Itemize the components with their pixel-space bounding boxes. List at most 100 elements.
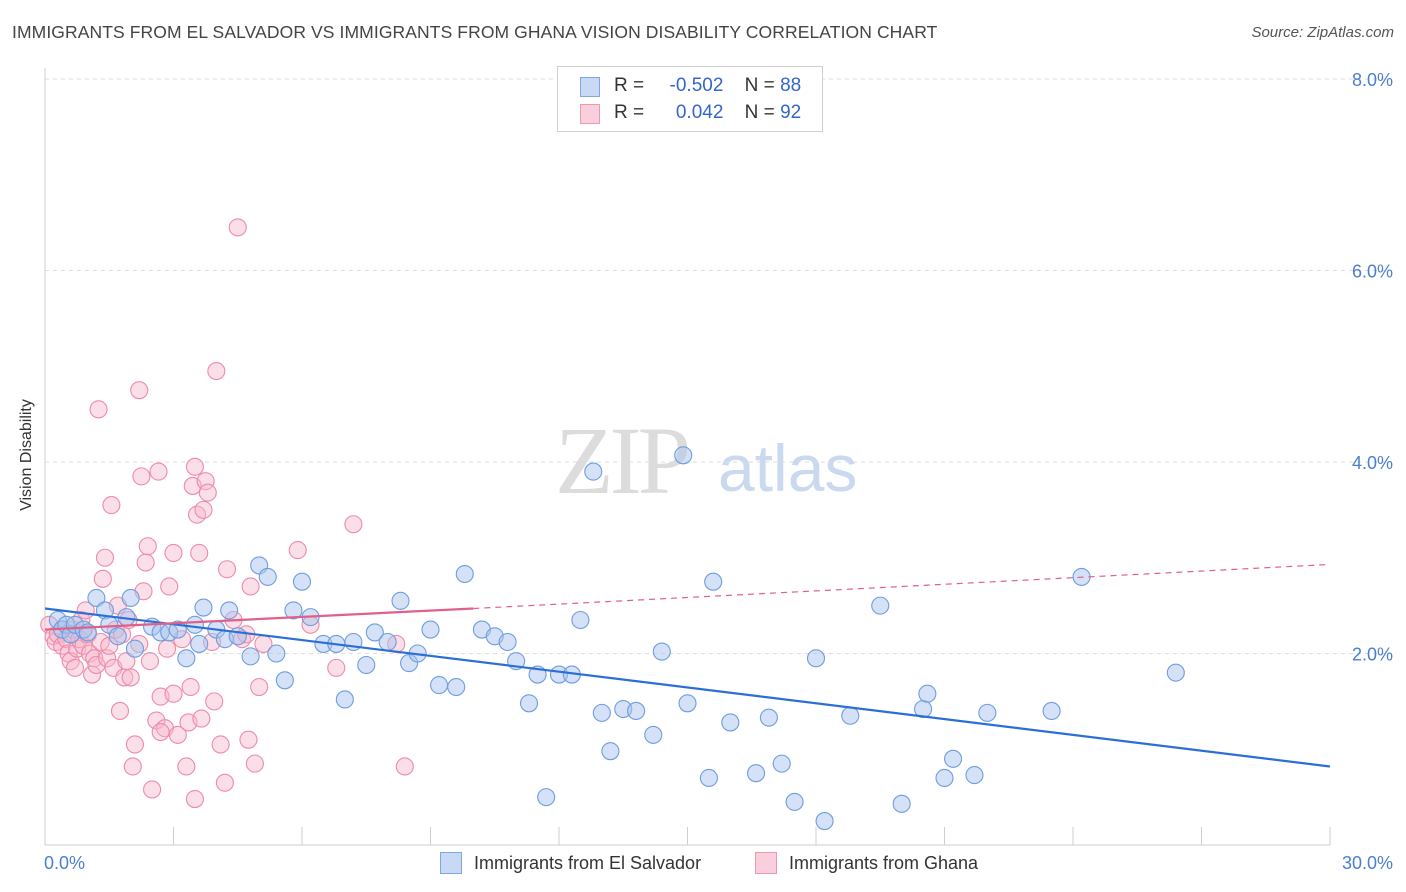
watermark-zip: ZIP [555, 407, 691, 514]
data-point-ghana [185, 457, 204, 476]
data-point-el-salvador [365, 623, 384, 642]
data-point-ghana [143, 780, 162, 799]
data-point-ghana [168, 725, 187, 744]
data-point-el-salvador [978, 703, 997, 722]
data-point-el-salvador [391, 591, 410, 610]
legend-n-label: N = [744, 75, 775, 96]
data-point-ghana [196, 472, 215, 491]
data-point-el-salvador [177, 649, 196, 668]
data-point-ghana [132, 467, 151, 486]
data-point-ghana [327, 658, 346, 677]
data-point-el-salvador [892, 794, 911, 813]
axes [44, 68, 1331, 846]
data-point-ghana [211, 735, 230, 754]
data-point-ghana [93, 569, 112, 588]
watermark-atlas: atlas [718, 431, 858, 505]
y-tick-label: 2.0% [1352, 645, 1393, 665]
data-point-el-salvador [108, 627, 127, 646]
trend-line-ghana [44, 607, 474, 631]
bottom-legend-label: Immigrants from Ghana [789, 853, 979, 873]
chart-title: IMMIGRANTS FROM EL SALVADOR VS IMMIGRANT… [12, 22, 938, 42]
data-point-ghana [205, 692, 224, 711]
trend-line-el-salvador [44, 607, 1331, 768]
series-el-salvador-points [48, 446, 1185, 831]
legend-r-value: -0.502 [669, 75, 724, 96]
data-point-el-salvador [537, 788, 556, 807]
data-point-el-salvador [652, 642, 671, 661]
data-point-el-salvador [935, 768, 954, 788]
data-point-el-salvador [759, 708, 778, 727]
data-point-ghana [123, 757, 142, 776]
data-point-ghana [65, 658, 85, 677]
data-point-el-salvador [644, 725, 663, 744]
bottom-legend-label: Immigrants from El Salvador [474, 853, 702, 873]
data-point-el-salvador [772, 754, 791, 773]
data-point-ghana [181, 677, 200, 697]
data-point-ghana [177, 757, 196, 776]
data-point-el-salvador [806, 649, 826, 668]
data-point-el-salvador [601, 742, 620, 761]
data-point-ghana [194, 500, 213, 519]
series-ghana-points [40, 218, 414, 809]
y-tick-label: 6.0% [1352, 262, 1393, 282]
data-point-el-salvador [378, 632, 397, 652]
data-point-el-salvador [592, 703, 611, 722]
data-point-ghana [215, 773, 234, 792]
bottom-legend-swatch-pink [755, 852, 777, 874]
data-point-el-salvador [421, 620, 440, 639]
data-point-el-salvador [190, 634, 209, 653]
legend-r-value: 0.042 [675, 102, 724, 123]
data-point-ghana [130, 381, 149, 400]
data-point-el-salvador [241, 647, 260, 666]
data-point-el-salvador [258, 567, 277, 586]
correlation-legend: R = -0.502 N = 88 R = 0.042 N = 92 [557, 66, 823, 132]
data-point-el-salvador [284, 601, 303, 620]
data-point-ghana [192, 709, 211, 728]
data-point-el-salvador [746, 764, 766, 783]
legend-n-value: 92 [780, 102, 802, 123]
data-point-el-salvador [87, 588, 106, 608]
data-point-ghana [87, 655, 106, 675]
data-point-el-salvador [965, 766, 984, 785]
data-point-ghana [125, 735, 144, 754]
legend-n-label: N = [744, 102, 775, 123]
data-point-ghana [217, 560, 237, 579]
data-point-el-salvador [627, 701, 646, 721]
data-point-ghana [241, 577, 260, 596]
legend-n-value: 88 [780, 75, 802, 96]
data-point-ghana [344, 515, 363, 534]
data-point-ghana [102, 496, 121, 515]
data-point-el-salvador [275, 671, 294, 690]
data-point-el-salvador [519, 694, 539, 713]
data-point-el-salvador [785, 792, 804, 811]
legend-swatch-blue [580, 77, 600, 97]
legend-swatch-pink [580, 104, 600, 124]
data-point-ghana [164, 684, 183, 703]
tick-labels: 2.0% 4.0% 6.0% 8.0% 0.0% 30.0% [44, 70, 1393, 873]
grid-lines [45, 78, 1392, 654]
data-point-ghana [250, 677, 269, 697]
data-point-ghana [138, 537, 157, 556]
data-point-el-salvador [674, 446, 693, 465]
y-tick-label: 4.0% [1352, 453, 1393, 473]
data-point-ghana [149, 462, 168, 481]
data-point-el-salvador [571, 610, 590, 630]
data-point-el-salvador [194, 598, 213, 617]
data-point-el-salvador [1166, 663, 1185, 682]
data-point-ghana [288, 541, 307, 560]
data-point-el-salvador [220, 601, 239, 620]
data-point-el-salvador [699, 768, 718, 788]
data-point-ghana [228, 218, 247, 237]
data-point-el-salvador [721, 713, 740, 732]
data-point-el-salvador [455, 564, 474, 584]
data-point-el-salvador [228, 627, 247, 646]
data-point-ghana [164, 543, 183, 563]
data-point-ghana [395, 757, 414, 776]
data-point-el-salvador [815, 812, 834, 831]
source-label: Source: ZipAtlas.com [1251, 24, 1394, 41]
data-point-ghana [158, 639, 177, 658]
data-point-el-salvador [335, 690, 354, 709]
data-point-ghana [190, 543, 209, 563]
data-point-ghana [110, 701, 130, 721]
